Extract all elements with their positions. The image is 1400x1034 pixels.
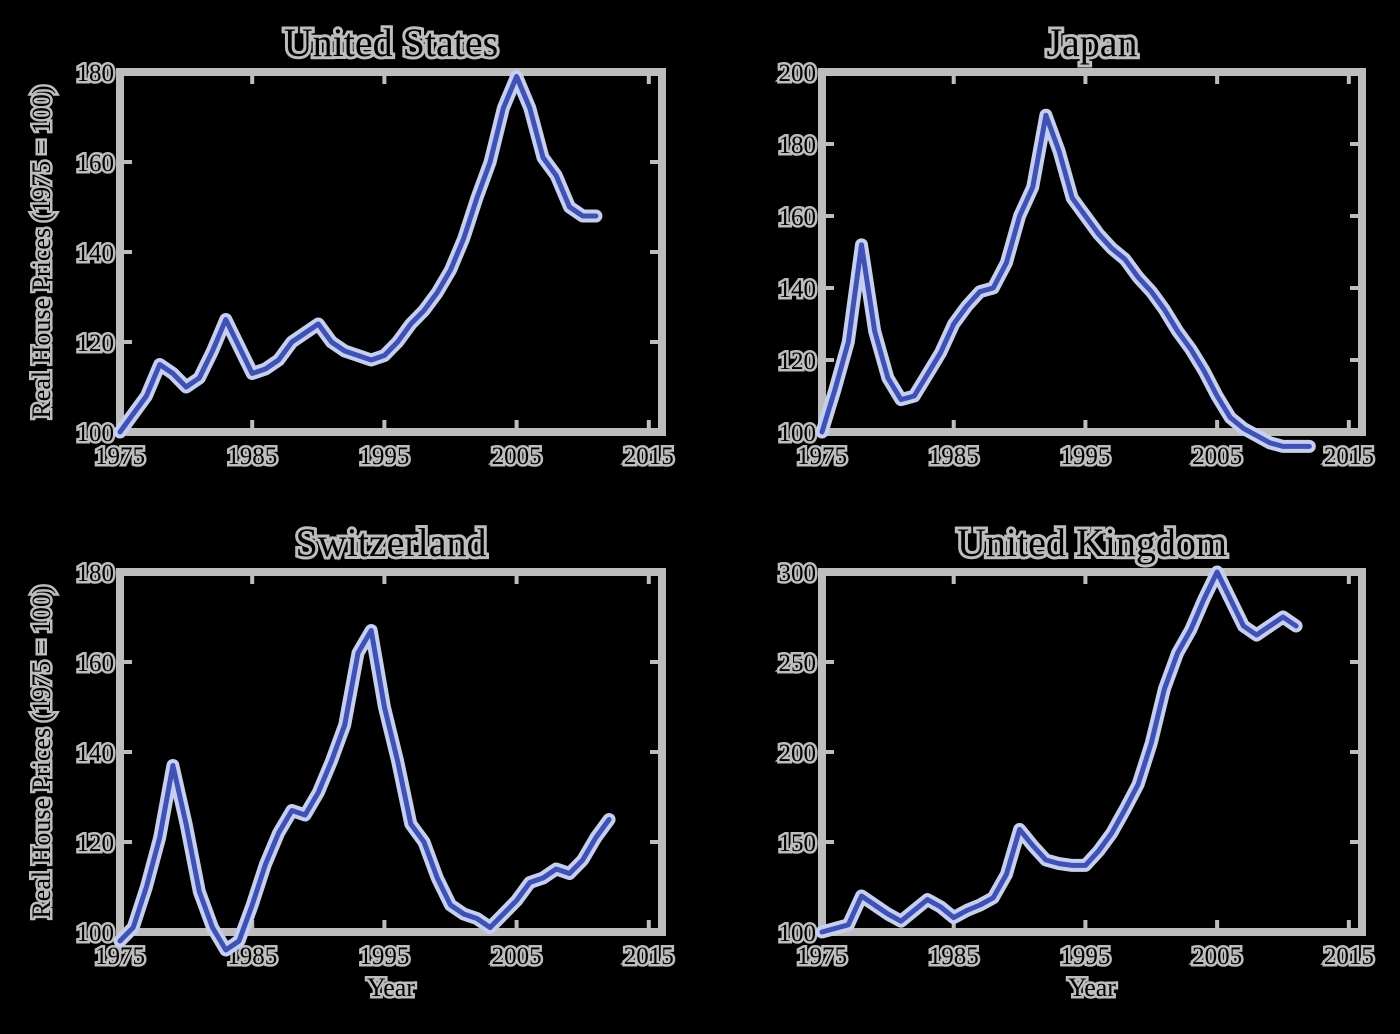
y-tick-label: 140 (77, 240, 115, 267)
series-line (117, 628, 612, 953)
y-tick-label: 120 (779, 348, 817, 375)
x-tick-label: 2005 (1192, 443, 1242, 470)
panel-japan: 1975 1985 1995 2005 2015 100 120 140 160 180 200 Ja… (776, 17, 1376, 473)
panel-united-states: 1975 1985 1995 2005 2015 100 120 140 160 180 Unite… (25, 17, 677, 473)
x-tick-label: 1995 (1060, 443, 1110, 470)
chart-title-switzerland: Switzerland (295, 520, 486, 565)
series-line-halo (815, 565, 1303, 939)
x-axis-label: Year (1068, 973, 1116, 1002)
y-tick-label: 100 (77, 920, 115, 947)
x-tick-label: 2015 (624, 943, 674, 970)
series-line-halo (815, 108, 1316, 453)
x-tick-label: 1975 (95, 943, 145, 970)
y-tick-label: 140 (779, 276, 817, 303)
y-tick-label: 250 (779, 650, 817, 677)
x-tick-label: 2015 (1324, 443, 1374, 470)
y-tick-label: 150 (779, 830, 817, 857)
y-tick-label: 200 (779, 740, 817, 767)
x-tick-label: 1985 (929, 943, 979, 970)
plot-frame (818, 68, 1366, 436)
y-tick-label: 300 (779, 560, 817, 587)
y-tick-label: 180 (779, 132, 817, 159)
y-tick-label: 120 (77, 330, 115, 357)
y-tick-label: 120 (77, 830, 115, 857)
series-line-halo (113, 70, 603, 439)
y-tick-label: 100 (779, 420, 817, 447)
x-tick-label: 1995 (359, 443, 409, 470)
x-tick-label: 1985 (929, 443, 979, 470)
x-tick-label: 2015 (624, 443, 674, 470)
y-tick-label: 160 (77, 650, 115, 677)
panel-united-kingdom: 1975 1985 1995 2005 2015 100 150 200 250 300 Unite… (776, 517, 1376, 1005)
x-tick-label: 1995 (359, 943, 409, 970)
chart-title-japan: Japan (1046, 20, 1137, 65)
x-tick-label: 2015 (1324, 943, 1374, 970)
y-axis-label: Real House Prices (1975 = 100) (27, 85, 56, 418)
y-tick-label: 100 (77, 420, 115, 447)
series-line (819, 569, 1299, 935)
x-tick-label: 2005 (1192, 943, 1242, 970)
x-tick-label: 1985 (227, 443, 277, 470)
series-line-halo (113, 624, 616, 957)
chart-title-united-kingdom: United Kingdom (957, 520, 1227, 565)
x-axis-label: Year (367, 973, 415, 1002)
y-tick-label: 180 (77, 560, 115, 587)
x-tick-label: 2005 (492, 943, 542, 970)
y-tick-label: 160 (77, 150, 115, 177)
y-tick-label: 100 (779, 920, 817, 947)
y-tick-label: 140 (77, 740, 115, 767)
x-tick-label: 1995 (1060, 943, 1110, 970)
series-line (117, 74, 599, 435)
y-tick-label: 160 (779, 204, 817, 231)
y-tick-label: 180 (77, 60, 115, 87)
y-tick-label: 200 (779, 60, 817, 87)
chart-title-united-states: United States (284, 20, 498, 65)
panel-switzerland: 1975 1985 1995 2005 2015100120140160180Switz… (25, 517, 677, 1005)
x-tick-label: 1975 (797, 443, 847, 470)
y-axis-label: Real House Prices (1975 = 100) (27, 585, 56, 918)
series-line (819, 112, 1312, 449)
x-tick-label: 1975 (797, 943, 847, 970)
x-tick-label: 2005 (492, 443, 542, 470)
x-tick-label: 1975 (95, 443, 145, 470)
